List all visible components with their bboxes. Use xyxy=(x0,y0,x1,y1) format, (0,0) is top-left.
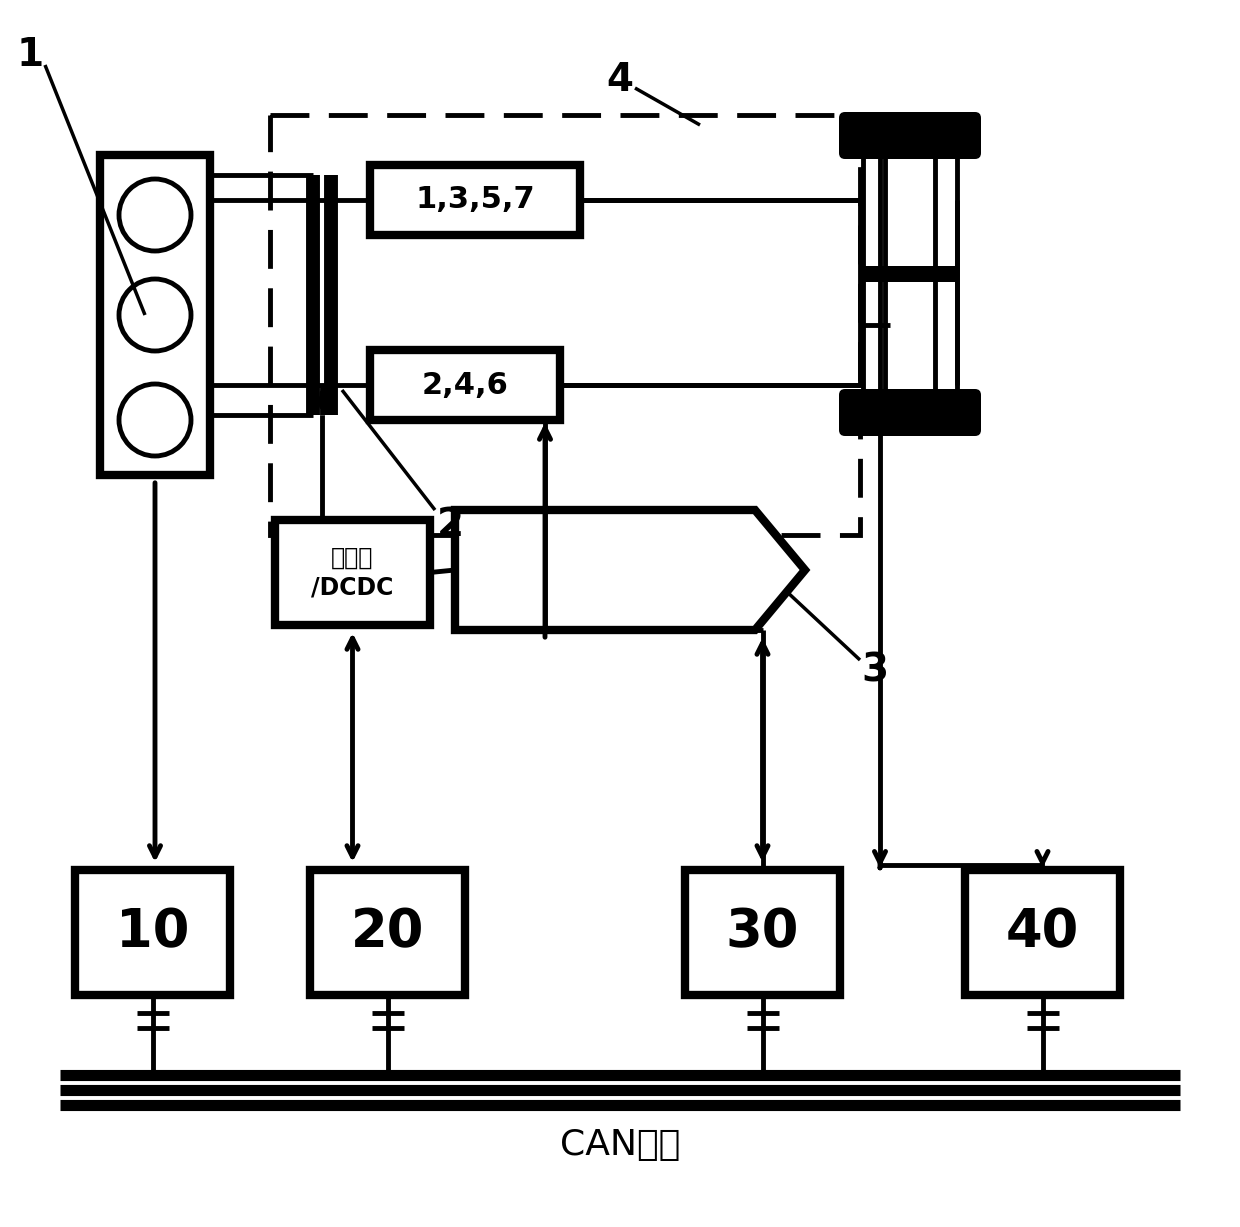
Text: 2,4,6: 2,4,6 xyxy=(422,371,508,400)
Bar xyxy=(100,155,210,475)
Bar xyxy=(965,870,1120,995)
Bar xyxy=(684,870,839,995)
FancyBboxPatch shape xyxy=(839,112,981,160)
Text: CAN总线: CAN总线 xyxy=(560,1128,680,1162)
Text: 40: 40 xyxy=(1006,907,1079,958)
Text: 1,3,5,7: 1,3,5,7 xyxy=(415,185,534,215)
Text: 30: 30 xyxy=(725,907,800,958)
Bar xyxy=(275,520,430,625)
Bar xyxy=(310,870,465,995)
Bar xyxy=(370,164,580,236)
Text: 2: 2 xyxy=(436,506,464,544)
Text: 1: 1 xyxy=(16,36,43,74)
Bar xyxy=(935,153,957,395)
Bar xyxy=(270,115,861,535)
Bar xyxy=(74,870,229,995)
Bar xyxy=(863,153,885,395)
Text: 20: 20 xyxy=(351,907,424,958)
Bar xyxy=(370,350,560,420)
Text: 4: 4 xyxy=(606,61,634,99)
Text: 10: 10 xyxy=(115,907,190,958)
Text: 逆变器
/DCDC: 逆变器 /DCDC xyxy=(311,546,393,599)
FancyBboxPatch shape xyxy=(839,389,981,436)
Bar xyxy=(863,266,957,282)
Polygon shape xyxy=(455,510,805,629)
Text: 3: 3 xyxy=(862,652,889,690)
